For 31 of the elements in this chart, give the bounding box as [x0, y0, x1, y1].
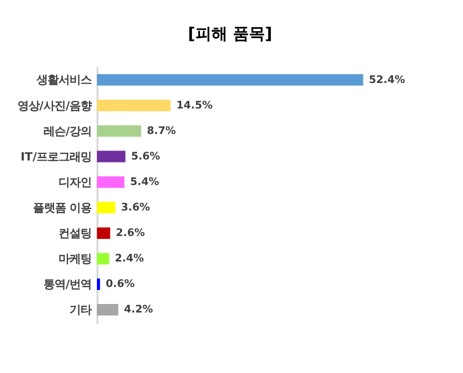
data-label: 4.2%	[124, 304, 154, 316]
y-tick-label: 영상/사진/음향	[17, 98, 92, 112]
bar	[96, 74, 364, 86]
bar	[96, 304, 118, 316]
data-label: 52.4%	[368, 74, 406, 86]
y-tick-label: IT/프로그래밍	[20, 149, 92, 164]
bar	[96, 278, 100, 290]
y-tick-label: 통역/번역	[44, 277, 92, 292]
y-tick-label: 컨설팅	[58, 226, 92, 240]
bar	[96, 176, 124, 188]
y-tick-label: 기타	[70, 302, 92, 317]
bar	[96, 150, 126, 162]
y-tick-label: 플랫폼 이용	[32, 200, 92, 214]
bar	[96, 227, 110, 239]
data-label: 0.6%	[106, 278, 136, 290]
y-tick-label: 레슨/강의	[44, 124, 92, 138]
y-tick-label: 디자인	[58, 174, 92, 189]
data-label: 2.4%	[114, 252, 144, 265]
data-label: 14.5%	[176, 99, 214, 112]
data-label: 8.7%	[146, 124, 176, 137]
bar	[96, 100, 171, 112]
chart-title: [피해 품목]	[188, 24, 272, 43]
bar	[96, 125, 142, 137]
data-label: 5.4%	[130, 176, 160, 188]
bar	[96, 252, 110, 264]
data-label: 2.6%	[116, 227, 146, 240]
bar	[96, 202, 116, 214]
data-label: 3.6%	[120, 201, 150, 214]
y-tick-label: 마케팅	[58, 252, 92, 266]
data-label: 5.6%	[131, 150, 161, 162]
y-tick-label: 생활서비스	[36, 72, 92, 87]
